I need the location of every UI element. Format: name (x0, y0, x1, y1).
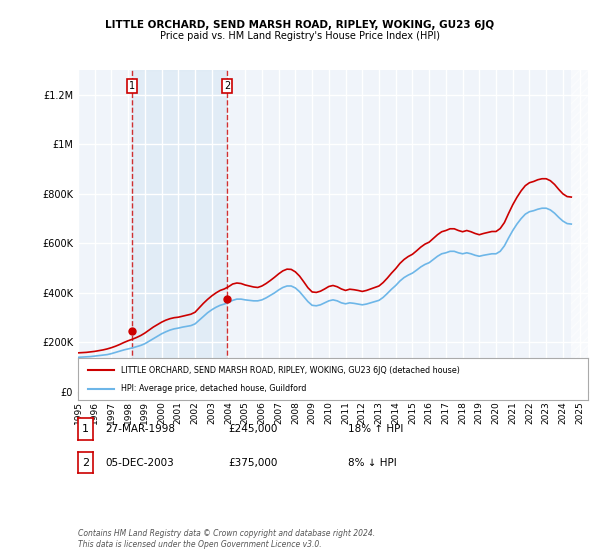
Text: 8% ↓ HPI: 8% ↓ HPI (348, 458, 397, 468)
Text: Price paid vs. HM Land Registry's House Price Index (HPI): Price paid vs. HM Land Registry's House … (160, 31, 440, 41)
Text: HPI: Average price, detached house, Guildford: HPI: Average price, detached house, Guil… (121, 384, 307, 393)
Text: 1: 1 (82, 424, 89, 434)
Text: LITTLE ORCHARD, SEND MARSH ROAD, RIPLEY, WOKING, GU23 6JQ (detached house): LITTLE ORCHARD, SEND MARSH ROAD, RIPLEY,… (121, 366, 460, 375)
Bar (132, 70, 227, 392)
Text: 18% ↑ HPI: 18% ↑ HPI (348, 424, 403, 434)
Text: 27-MAR-1998: 27-MAR-1998 (105, 424, 175, 434)
Text: 1: 1 (129, 81, 135, 91)
Text: 05-DEC-2003: 05-DEC-2003 (105, 458, 174, 468)
Text: 2: 2 (82, 458, 89, 468)
Text: Contains HM Land Registry data © Crown copyright and database right 2024.
This d: Contains HM Land Registry data © Crown c… (78, 529, 375, 549)
Text: £375,000: £375,000 (228, 458, 277, 468)
Text: 2: 2 (224, 81, 230, 91)
Text: LITTLE ORCHARD, SEND MARSH ROAD, RIPLEY, WOKING, GU23 6JQ: LITTLE ORCHARD, SEND MARSH ROAD, RIPLEY,… (106, 20, 494, 30)
Text: £245,000: £245,000 (228, 424, 277, 434)
Bar (571, 70, 588, 392)
